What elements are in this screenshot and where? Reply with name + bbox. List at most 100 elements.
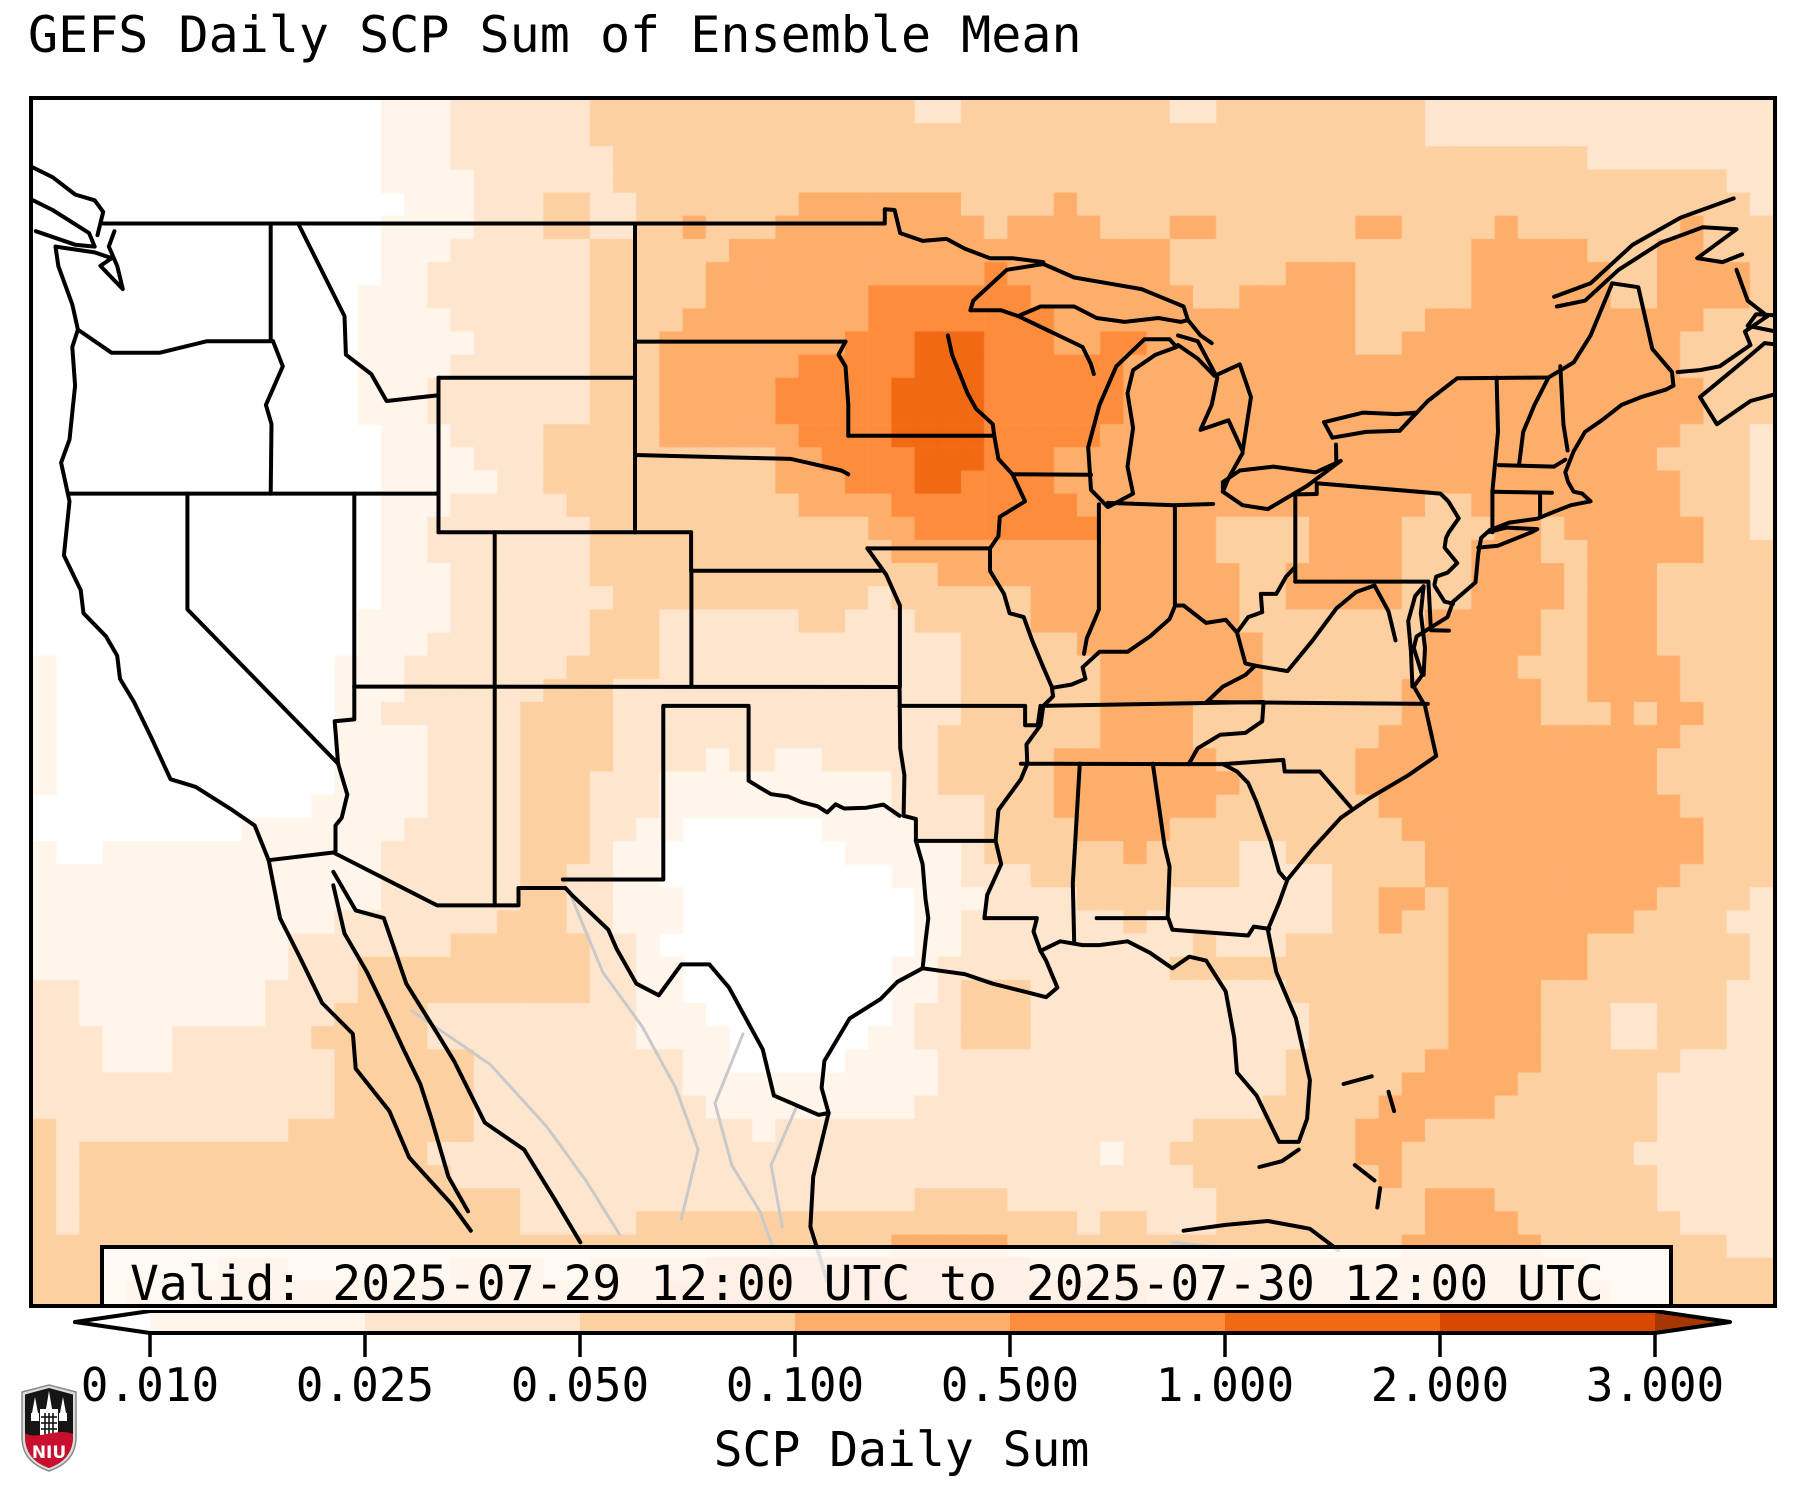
map-border-line bbox=[1698, 341, 1773, 427]
colorbar-tick-label: 0.500 bbox=[940, 1358, 1080, 1412]
colorbar-segment bbox=[365, 1311, 581, 1333]
map-border-line bbox=[1341, 1074, 1374, 1086]
map-border-line bbox=[331, 869, 583, 1245]
state-borders-overlay bbox=[33, 165, 1773, 1283]
map-border-line bbox=[1150, 761, 1172, 921]
map-border-line bbox=[1558, 364, 1570, 453]
map-border-line bbox=[1086, 337, 1179, 510]
valid-line: Valid: 2025-07-29 12:00 UTC to 2025-07-3… bbox=[130, 1256, 1604, 1308]
map-border-line bbox=[897, 685, 918, 843]
map-border-line bbox=[53, 229, 125, 292]
colorbar-segment bbox=[75, 1311, 150, 1333]
map-border-line bbox=[897, 703, 1043, 728]
map-border-line bbox=[1322, 410, 1419, 440]
map-border-line bbox=[33, 165, 106, 238]
map-border-line bbox=[1220, 458, 1343, 512]
map-border-line bbox=[266, 858, 473, 1233]
niu-logo: NIU bbox=[21, 1384, 77, 1472]
map-border-line bbox=[567, 889, 700, 1221]
map-border-line bbox=[865, 546, 902, 689]
map-border-line bbox=[1051, 603, 1258, 690]
map-border-line bbox=[1552, 196, 1736, 299]
map-border-line bbox=[1745, 312, 1773, 333]
map-border-line bbox=[662, 703, 902, 818]
colorbar-tick-label: 2.000 bbox=[1370, 1358, 1510, 1412]
map-border-line bbox=[1554, 225, 1745, 309]
niu-red-band bbox=[25, 1431, 73, 1468]
colorbar-tick-label: 0.025 bbox=[295, 1358, 435, 1412]
colorbar-segment bbox=[1655, 1311, 1730, 1333]
colorbar-segment bbox=[795, 1311, 1011, 1333]
map-border-line bbox=[266, 850, 831, 1117]
colorbar-segment bbox=[580, 1311, 796, 1333]
colorbar-tick-label: 3.000 bbox=[1585, 1358, 1725, 1412]
map-border-line bbox=[1016, 314, 1096, 376]
map-frame: Valid: 2025-07-29 12:00 UTC to 2025-07-3… bbox=[29, 96, 1777, 1308]
map-border-line bbox=[1105, 500, 1216, 508]
colorbar-tick-labels: 0.010 0.025 0.050 0.100 0.500 1.000 2.000 3.000 bbox=[0, 1358, 1803, 1412]
map-border-line bbox=[1352, 1163, 1377, 1183]
colorbar-segment bbox=[1440, 1311, 1656, 1333]
figure-title: GEFS Daily SCP Sum of Ensemble Mean bbox=[28, 6, 1082, 64]
colorbar-segment bbox=[150, 1311, 366, 1333]
map-border-line bbox=[982, 916, 1043, 953]
map-border-line bbox=[1490, 489, 1554, 495]
colorbar-tick-label: 0.100 bbox=[725, 1358, 865, 1412]
colorbar-tick-label: 1.000 bbox=[1155, 1358, 1295, 1412]
map-border-line bbox=[1094, 916, 1272, 938]
map-border-line bbox=[1176, 333, 1253, 454]
map-border-line bbox=[1406, 584, 1427, 689]
map-border-line bbox=[101, 207, 1046, 265]
map-border-line bbox=[713, 1032, 779, 1260]
map-border-line bbox=[1186, 700, 1266, 767]
map-border-line bbox=[1476, 525, 1540, 550]
colorbar-segment bbox=[1010, 1311, 1226, 1333]
map-border-line bbox=[1293, 481, 1461, 587]
map-border-line bbox=[1186, 757, 1353, 809]
map-border-line bbox=[1257, 1147, 1301, 1169]
map-border-line bbox=[1220, 762, 1287, 881]
map-border-line bbox=[331, 883, 470, 1214]
colorbar-segment bbox=[1225, 1311, 1441, 1333]
map-border-line bbox=[819, 383, 1676, 1144]
map-border-line bbox=[1426, 579, 1451, 633]
map-border-line bbox=[185, 491, 341, 766]
map-border-line bbox=[1375, 1186, 1383, 1210]
colorbar bbox=[73, 1310, 1732, 1357]
map-border-line bbox=[332, 684, 357, 854]
colorbar-tick-label: 0.050 bbox=[510, 1358, 650, 1412]
map-border-line bbox=[1204, 663, 1258, 704]
map-border-line bbox=[769, 1105, 798, 1229]
map-border-line bbox=[410, 1009, 621, 1236]
map-border-line bbox=[263, 339, 285, 496]
map-border-line bbox=[1490, 375, 1500, 535]
map-border-line bbox=[633, 453, 851, 477]
scp-heatmap-canvas bbox=[33, 100, 1773, 1304]
map-border-line bbox=[945, 333, 1056, 921]
map-border-line bbox=[1386, 1089, 1397, 1114]
map-border-line bbox=[1204, 700, 1430, 706]
map-border-line bbox=[1517, 375, 1551, 468]
map-border-line bbox=[1354, 583, 1398, 643]
map-border-line bbox=[1253, 590, 1359, 674]
map-border-line bbox=[1185, 318, 1214, 346]
map-border-line bbox=[1235, 564, 1298, 635]
niu-castle-icon bbox=[31, 1391, 67, 1439]
map-border-line bbox=[1397, 281, 1676, 433]
map-border-line bbox=[560, 703, 666, 882]
colorbar-label: SCP Daily Sum bbox=[713, 1422, 1090, 1478]
colorbar-tick-label: 0.010 bbox=[80, 1358, 220, 1412]
map-border-line bbox=[296, 221, 441, 403]
map-border-line bbox=[1496, 457, 1568, 469]
map-border-line bbox=[913, 838, 931, 971]
map-border-line bbox=[33, 198, 97, 249]
niu-logo-text: NIU bbox=[32, 1443, 66, 1463]
map-border-line bbox=[75, 327, 275, 355]
map-border-line bbox=[968, 262, 1190, 324]
map-border-line bbox=[836, 339, 851, 438]
valid-run-info-box: Valid: 2025-07-29 12:00 UTC to 2025-07-3… bbox=[100, 1245, 1673, 1308]
map-border-line bbox=[1432, 584, 1456, 606]
map-border-line bbox=[1082, 502, 1101, 656]
map-border-line bbox=[1070, 761, 1082, 945]
